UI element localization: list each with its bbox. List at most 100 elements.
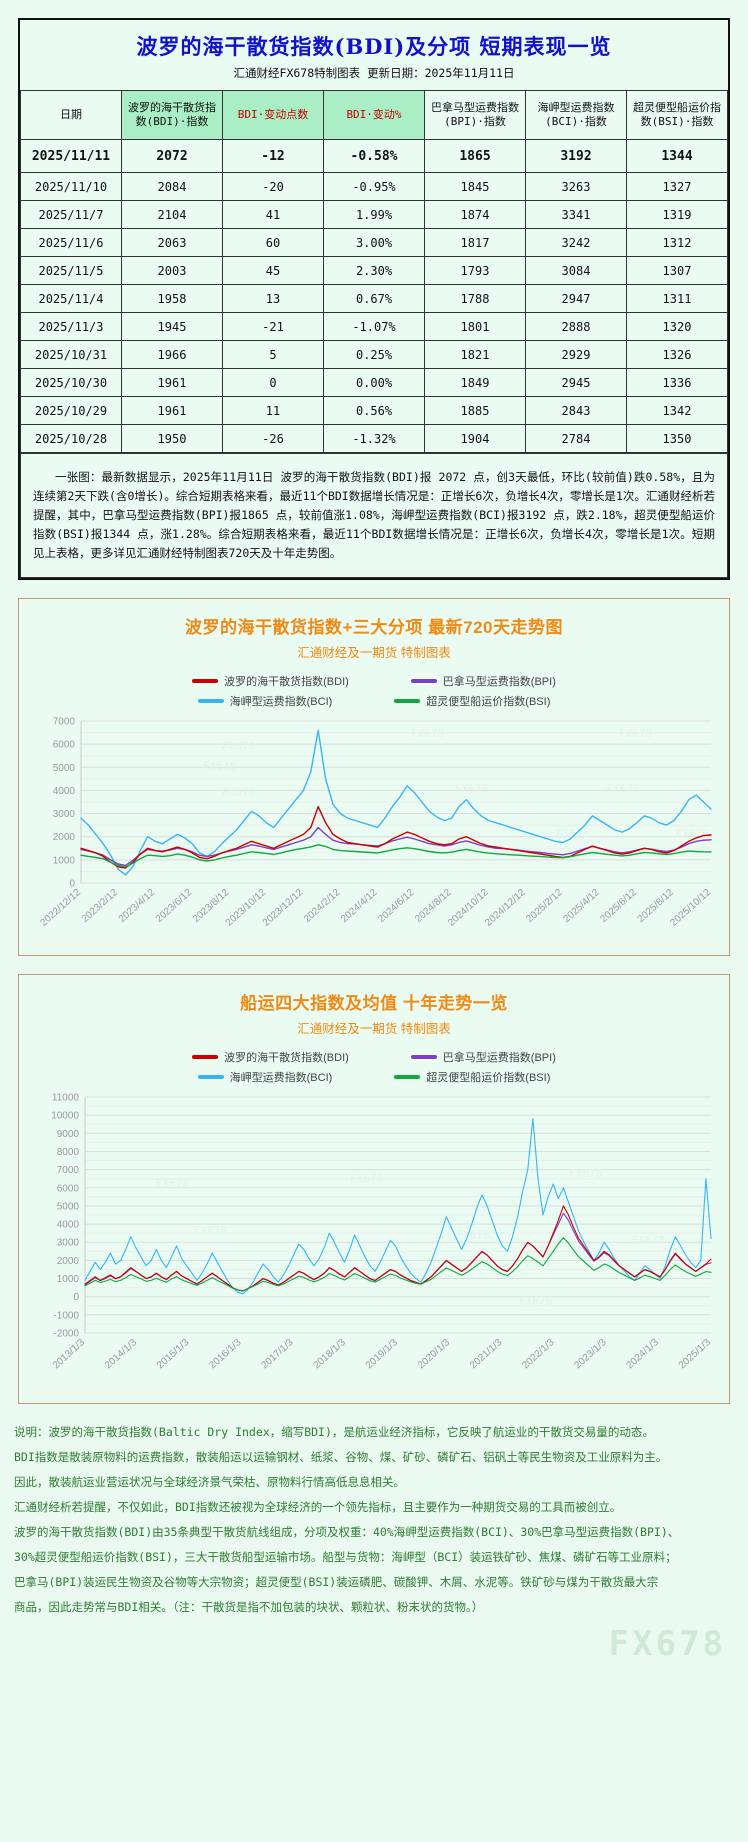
y-axis-tick-label: -1000 (53, 1310, 79, 1321)
cell-bsi: 1350 (626, 424, 728, 453)
legend-swatch-bsi-2 (394, 1075, 421, 1079)
cell-bdi-change-pct: 0.25% (323, 340, 425, 369)
y-axis-tick-label: 11000 (52, 1093, 80, 1104)
y-axis-tick-label: 8000 (57, 1147, 80, 1158)
cell-bsi: 1344 (626, 139, 728, 173)
legend-item-bci[interactable]: 海岬型运费指数(BCI) (197, 693, 332, 709)
cell-bdi-change-points: 11 (222, 396, 324, 425)
y-axis-tick-label: 2000 (57, 1256, 80, 1267)
table-note-cell: 一张图：最新数据显示，2025年11月11日 波罗的海干散货指数(BDI)报 2… (20, 453, 728, 578)
table-header-row: 日期 波罗的海干散货指数(BDI)·指数 BDI·变动点数 BDI·变动% 巴拿… (20, 90, 728, 140)
cell-bdi-change-points: 60 (222, 228, 324, 257)
cell-bdi-change-pct: -0.58% (323, 139, 425, 173)
cell-bdi: 1961 (121, 368, 223, 397)
chart-10year-panel: 船运四大指数及均值 十年走势一览 汇通财经及一期货 特制图表 波罗的海干散货指数… (18, 974, 730, 1404)
cell-bsi: 1342 (626, 396, 728, 425)
y-axis-tick-label: -2000 (53, 1329, 79, 1340)
cell-bdi: 1945 (121, 312, 223, 341)
legend-item-bsi[interactable]: 超灵便型船运价指数(BSI) (394, 693, 550, 709)
y-axis-tick-label: 4000 (57, 1220, 80, 1231)
legend-item-bsi-2[interactable]: 超灵便型船运价指数(BSI) (394, 1069, 550, 1085)
y-axis-tick-label: 1000 (53, 855, 76, 866)
y-axis-tick-label: 7000 (57, 1165, 80, 1176)
cell-bpi: 1845 (424, 172, 526, 201)
chart-10year-subtitle: 汇通财经及一期货 特制图表 (297, 1022, 451, 1036)
x-axis-tick-label: 2019/1/3 (364, 1337, 401, 1372)
cell-bsi: 1320 (626, 312, 728, 341)
legend-label-bsi-2: 超灵便型船运价指数(BSI) (426, 1072, 551, 1084)
x-axis-tick-label: 2018/1/3 (312, 1337, 349, 1372)
legend-swatch-bdi-2 (192, 1055, 219, 1059)
series-line-bdi (80, 805, 712, 869)
chart-watermark: FX678 (556, 828, 589, 841)
legend-swatch-bpi (410, 679, 437, 683)
cell-bdi-change-points: -20 (222, 172, 324, 201)
legend-label-bci-2: 海岬型运费指数(BCI) (229, 1072, 333, 1084)
legend-item-bpi-2[interactable]: 巴拿马型运费指数(BPI) (410, 1049, 556, 1065)
legend-item-bci-2[interactable]: 海岬型运费指数(BCI) (197, 1069, 333, 1085)
y-axis-tick-label: 5000 (57, 1201, 80, 1212)
cell-bdi-change-pct: 3.00% (323, 228, 425, 257)
legend-label-bpi: 巴拿马型运费指数(BPI) (442, 676, 556, 688)
y-axis-tick-label: 3000 (57, 1238, 80, 1249)
cell-bsi: 1307 (626, 256, 728, 285)
table-subtitle: 汇通财经FX678特制图表 更新日期：2025年11月11日 (233, 66, 515, 80)
cell-date: 2025/11/4 (20, 284, 122, 313)
col-header-bdi-change-points: BDI·变动点数 (222, 90, 324, 140)
col-header-bci: 海岬型运费指数(BCI)·指数 (525, 90, 627, 140)
legend-item-bdi[interactable]: 波罗的海干散货指数(BDI) (192, 673, 349, 689)
cell-bdi: 1958 (121, 284, 223, 313)
chart-watermark: FX678 (455, 782, 488, 795)
chart-720day-svg: 0 1000 2000 3000 4000 5000 6000 7000 FX678 FX678 F… (38, 717, 713, 929)
table-body: 2025/11/11 2072 -12 -0.58% 1865 3192 1344 2025/… (20, 139, 728, 453)
cell-bsi: 1336 (626, 368, 728, 397)
cell-bdi: 1950 (121, 424, 223, 453)
legend-item-bdi-2[interactable]: 波罗的海干散货指数(BDI) (192, 1049, 349, 1065)
col-header-bpi: 巴拿马型运费指数(BPI)·指数 (424, 90, 526, 140)
x-axis-tick-label: 2013/1/3 (51, 1337, 88, 1372)
chart-watermark: FX678 (619, 727, 652, 740)
x-axis-tick-label: 2024/6/12 (376, 887, 417, 925)
legend-item-bpi[interactable]: 巴拿马型运费指数(BPI) (410, 673, 556, 689)
footer-line: 商品，因此走势常与BDI相关。（注：干散货是指不加包装的块状、颗粒状、粉末状的货… (14, 1600, 484, 1614)
table-row: 2025/11/11 2072 -12 -0.58% 1865 3192 1344 (20, 139, 728, 173)
chart-10year-legend-row2: 海岬型运费指数(BCI) 超灵便型船运价指数(BSI) (19, 1069, 729, 1085)
table-row: 2025/11/5 2003 45 2.30% 1793 3084 1307 (20, 256, 728, 285)
legend-label-bdi: 波罗的海干散货指数(BDI) (224, 676, 349, 688)
chart-watermark: FX678 (569, 1167, 602, 1180)
cell-bci: 2945 (525, 368, 627, 397)
cell-date: 2025/10/28 (20, 424, 122, 453)
cell-bdi-change-pct: 0.00% (323, 368, 425, 397)
legend-label-bdi-2: 波罗的海干散货指数(BDI) (224, 1052, 349, 1064)
table-row: 2025/10/29 1961 11 0.56% 1885 2843 1342 (20, 396, 728, 425)
chart-watermark: FX678 (222, 786, 255, 799)
x-axis-tick-label: 2015/1/3 (155, 1337, 192, 1372)
chart-watermark: FX678 (519, 1295, 552, 1308)
cell-bdi: 2084 (121, 172, 223, 201)
cell-bdi-change-points: 41 (222, 200, 324, 229)
cell-bpi: 1793 (424, 256, 526, 285)
chart-10year-plot-area: -2000 -1000 0 1000 2000 3000 4000 5000 6000 7000 8… (29, 1091, 719, 1391)
y-axis-tick-label: 9000 (57, 1129, 80, 1140)
cell-bsi: 1326 (626, 340, 728, 369)
col-header-bdi: 波罗的海干散货指数(BDI)·指数 (121, 90, 223, 140)
cell-date: 2025/11/11 (20, 139, 122, 173)
cell-date: 2025/11/5 (20, 256, 122, 285)
chart-watermark: FX678 (194, 1224, 227, 1237)
table-row: 2025/11/6 2063 60 3.00% 1817 3242 1312 (20, 228, 728, 257)
cell-bdi: 2072 (121, 139, 223, 173)
x-axis-tick-label: 2021/1/3 (468, 1337, 505, 1372)
x-axis-tick-label: 2025/1/3 (677, 1337, 714, 1372)
cell-bci: 2888 (525, 312, 627, 341)
cell-bdi-change-points: 13 (222, 284, 324, 313)
x-axis-tick-label: 2017/1/3 (259, 1337, 296, 1372)
footer-line: BDI指数是散装原物料的运费指数，散装船运以运输钢材、纸浆、谷物、煤、矿砂、磷矿… (14, 1450, 668, 1464)
chart-720day-plot-area: 0 1000 2000 3000 4000 5000 6000 7000 FX678 FX678 F… (29, 715, 719, 945)
cell-bdi: 1961 (121, 396, 223, 425)
x-axis-tick-label: 2025/6/12 (598, 887, 639, 925)
table-note-text: 一张图：最新数据显示，2025年11月11日 波罗的海干散货指数(BDI)报 2… (33, 470, 715, 560)
table-row: 2025/10/31 1966 5 0.25% 1821 2929 1326 (20, 340, 728, 369)
x-axis-tick-label: 2016/1/3 (207, 1337, 244, 1372)
cell-bsi: 1319 (626, 200, 728, 229)
y-axis-tick-label: 5000 (53, 763, 76, 774)
